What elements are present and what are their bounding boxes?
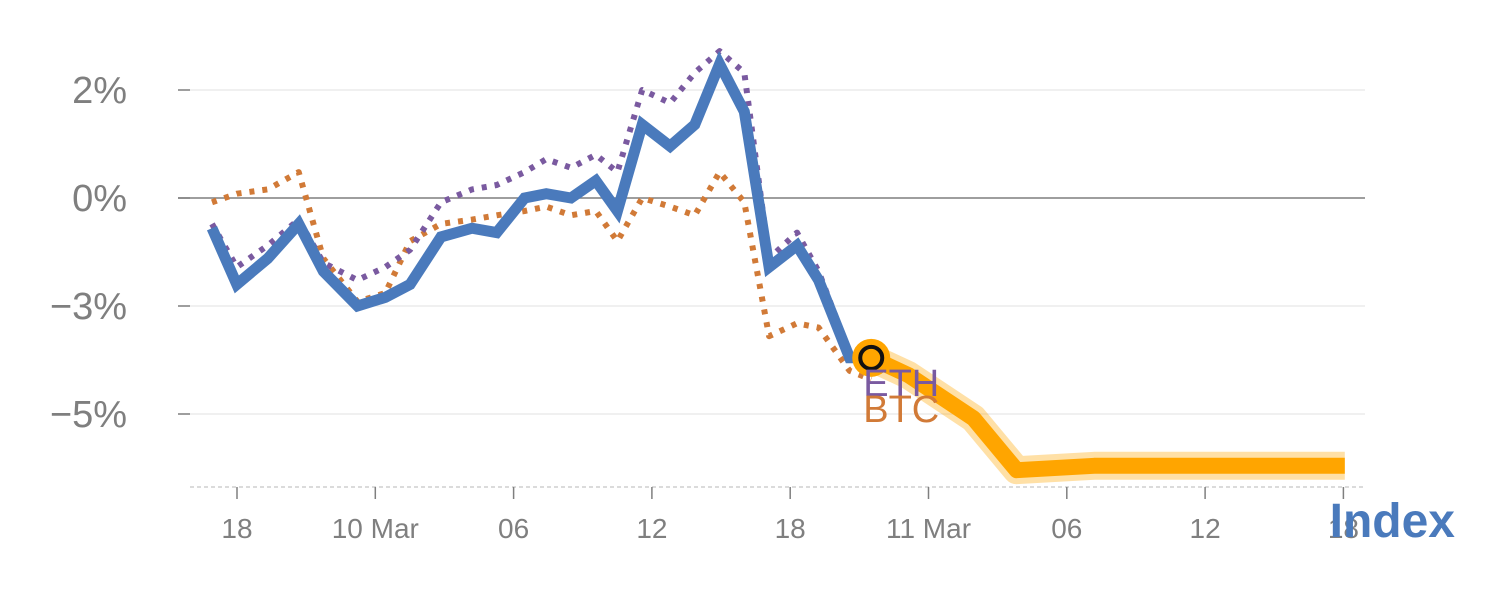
- forecast-line: [867, 350, 1345, 479]
- x-axis-title: Index: [1330, 495, 1456, 548]
- index-line: [206, 51, 872, 364]
- x-tick-label-1: 10 Mar: [332, 513, 419, 544]
- x-tick-label-5: 11 Mar: [886, 513, 971, 544]
- x-tick-label-6: 06: [1051, 513, 1082, 544]
- y-tick-label-0: 2%: [72, 70, 127, 112]
- btc-line: [211, 169, 873, 383]
- marker-halo: [852, 338, 891, 377]
- y-tick-label-2: −3%: [50, 286, 127, 328]
- x-tick-label-3: 12: [636, 513, 667, 544]
- y-tick-label-3: −5%: [50, 394, 127, 436]
- x-axis: 18 10 Mar 06 12 18 11 Mar 06 12 18: [190, 486, 1365, 544]
- x-tick-label-8: 18: [1328, 513, 1359, 544]
- btc-label: BTC: [863, 389, 939, 431]
- eth-line: [209, 48, 873, 365]
- series-group: [206, 48, 1345, 485]
- y-axis: 2% 0% −3% −5%: [50, 70, 190, 436]
- eth-label: ETH: [863, 363, 939, 405]
- y-tick-label-1: 0%: [72, 178, 127, 220]
- x-tick-label-7: 12: [1190, 513, 1221, 544]
- x-tick-label-0: 18: [221, 513, 252, 544]
- x-tick-label-2: 06: [498, 513, 529, 544]
- x-tick-label-4: 18: [775, 513, 806, 544]
- marker-ring: [858, 344, 885, 371]
